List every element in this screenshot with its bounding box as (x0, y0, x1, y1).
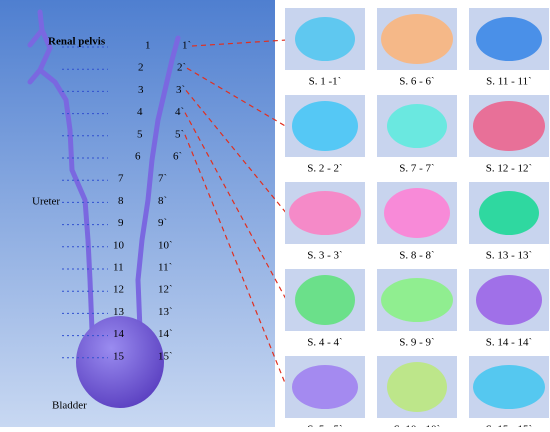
section-number: 7 (118, 173, 124, 185)
section-prime: 8` (158, 195, 167, 207)
section-prime: 11` (158, 262, 172, 274)
cross-section-grid: S. 1 -1` S. 2 - 2` S. 3 - 3` S. 4 - 4` S. 5 … (285, 8, 549, 432)
ureter-label: Ureter (32, 196, 60, 208)
cross-section (289, 191, 361, 235)
section-prime: 15` (158, 350, 173, 362)
cross-section (476, 17, 542, 61)
cell-caption: S. 6 - 6` (399, 76, 434, 88)
section-prime: 13` (158, 306, 173, 318)
cell-caption: S. 5 - 5` (307, 424, 342, 427)
ureter-model (27, 9, 181, 333)
bladder-label: Bladder (52, 400, 87, 412)
cross-section (384, 188, 450, 238)
cross-section (381, 14, 453, 64)
section-number: 12 (113, 284, 124, 296)
section-prime: 3` (176, 84, 185, 96)
cell-caption: S. 9 - 9` (399, 337, 434, 349)
cell-caption: S. 11 - 11` (486, 76, 532, 88)
cross-section (295, 275, 355, 325)
section-number: 14 (113, 328, 125, 340)
renal-pelvis-label: Renal pelvis (48, 36, 106, 48)
cross-section (473, 101, 545, 151)
section-number: 3 (138, 84, 144, 96)
leader-line (186, 67, 288, 128)
section-number: 11 (113, 262, 124, 274)
section-number: 4 (137, 106, 143, 118)
cross-section (473, 365, 545, 409)
section-markers: 1 1`2 2`3 3`4 4`5 5`6 6`7 7`8 8`9 9`10 10`11 11`12 1… (62, 39, 288, 389)
cross-section (295, 17, 355, 61)
cell-caption: S. 2 - 2` (307, 163, 342, 175)
section-number: 6 (135, 151, 141, 163)
cell-caption: S. 1 -1` (309, 76, 342, 88)
section-prime: 5` (175, 128, 184, 140)
section-prime: 10` (158, 239, 173, 251)
cell-caption: S. 12 - 12` (486, 163, 532, 175)
cell-caption: S. 7 - 7` (399, 163, 434, 175)
cross-section (381, 278, 453, 322)
section-prime: 4` (175, 106, 184, 118)
cross-section (479, 191, 539, 235)
leader-line (191, 39, 288, 47)
cell-caption: S. 4 - 4` (307, 337, 342, 349)
section-prime: 9` (158, 217, 167, 229)
cell-caption: S. 8 - 8` (399, 250, 434, 262)
section-number: 5 (137, 128, 143, 140)
cell-caption: S. 13 - 13` (486, 250, 532, 262)
cross-section (292, 101, 358, 151)
section-prime: 1` (182, 40, 191, 52)
cell-caption: S. 15 - 15` (486, 424, 532, 427)
section-prime: 6` (173, 151, 182, 163)
section-number: 9 (118, 217, 124, 229)
section-prime: 12` (158, 284, 173, 296)
cell-caption: S. 10 - 10` (394, 424, 440, 427)
section-prime: 14` (158, 328, 173, 340)
section-prime: 7` (158, 173, 167, 185)
cell-caption: S. 3 - 3` (307, 250, 342, 262)
bladder-model (76, 316, 164, 408)
cross-section (387, 104, 447, 148)
cross-section (292, 365, 358, 409)
cell-caption: S. 14 - 14` (486, 337, 532, 349)
section-prime: 2` (177, 62, 186, 74)
cross-section (476, 275, 542, 325)
section-number: 8 (118, 195, 124, 207)
section-number: 1 (145, 40, 151, 52)
leader-line (184, 134, 288, 389)
section-number: 10 (113, 239, 125, 251)
section-number: 2 (138, 62, 144, 74)
cross-section (387, 362, 447, 412)
section-number: 15 (113, 350, 125, 362)
section-number: 13 (113, 306, 125, 318)
